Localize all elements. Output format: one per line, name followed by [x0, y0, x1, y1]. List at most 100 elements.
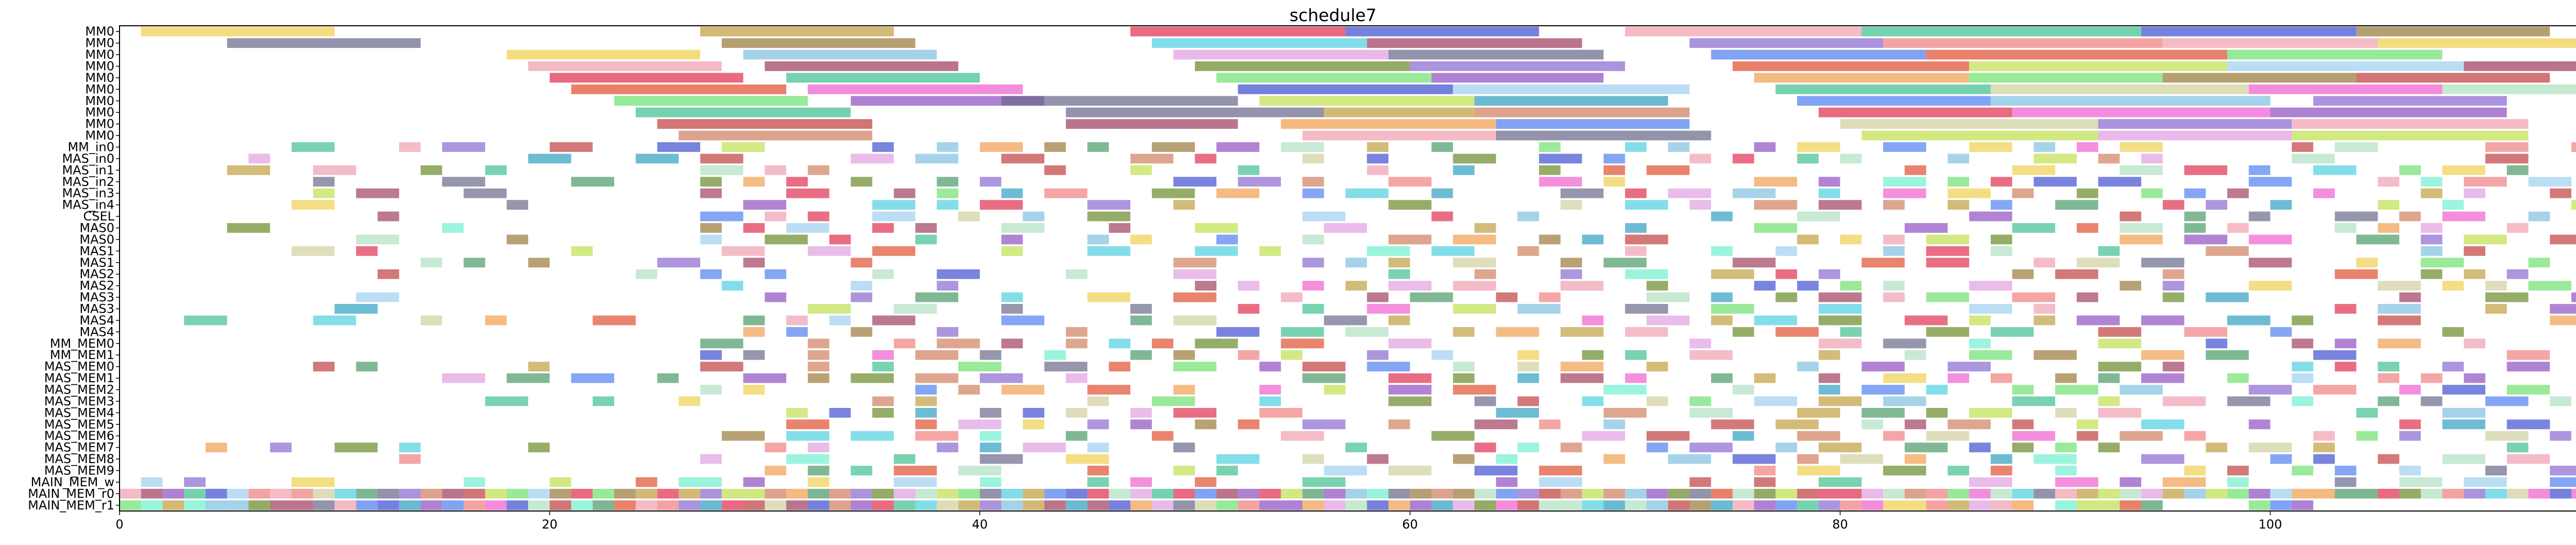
task-bar: [1969, 281, 2012, 291]
task-bar: [1216, 327, 1260, 337]
task-bar: [162, 488, 184, 499]
task-bar: [958, 362, 1002, 372]
task-bar: [1453, 327, 1475, 337]
task-bar: [2012, 165, 2056, 175]
y-tick-label: MAS_MEM4: [44, 405, 114, 420]
task-bar: [1625, 373, 1647, 383]
task-bar: [2442, 362, 2464, 372]
task-bar: [1001, 223, 1045, 233]
task-bar: [2098, 246, 2120, 256]
task-bar: [1431, 500, 1453, 510]
task-bar: [765, 292, 787, 302]
task-bar: [2098, 488, 2120, 499]
task-bar: [1087, 234, 1109, 245]
task-bar: [270, 500, 292, 510]
task-bar: [1947, 419, 1991, 430]
task-bar: [2055, 407, 2077, 418]
task-bar: [2334, 223, 2357, 233]
task-bar: [2292, 130, 2529, 141]
task-bar: [2378, 454, 2400, 464]
task-bar: [2550, 304, 2576, 314]
task-bar: [399, 442, 421, 453]
task-bar: [1238, 281, 1260, 291]
task-bar: [2055, 200, 2098, 210]
task-bar: [1732, 327, 1754, 337]
y-tick-label: MM0: [85, 82, 114, 96]
task-bar: [399, 500, 421, 510]
task-bar: [1216, 466, 1238, 475]
task-bar: [1926, 385, 1948, 395]
task-bar: [1625, 304, 1668, 314]
task-bar: [1840, 327, 1862, 337]
task-bar: [2356, 234, 2400, 245]
task-bar: [851, 154, 894, 164]
task-bar: [915, 396, 937, 406]
task-bar: [635, 269, 657, 279]
task-bar: [2184, 488, 2206, 499]
task-bar: [743, 315, 765, 326]
task-bar: [592, 500, 615, 510]
task-bar: [786, 327, 808, 337]
task-bar: [1926, 49, 2228, 60]
task-bar: [184, 488, 206, 499]
task-bar: [1711, 211, 1733, 222]
task-bar: [1883, 292, 1905, 302]
task-bar: [2120, 211, 2142, 222]
task-bar: [1195, 154, 1217, 164]
task-bar: [1732, 385, 1754, 395]
task-bar: [765, 442, 787, 453]
task-bar: [2098, 407, 2142, 418]
task-bar: [1539, 292, 1561, 302]
task-bar: [1388, 200, 1432, 210]
task-bar: [2378, 338, 2421, 349]
task-bar: [851, 327, 873, 337]
task-bar: [2550, 396, 2572, 406]
task-bar: [291, 500, 313, 510]
task-bar: [2292, 315, 2314, 326]
task-bar: [1560, 258, 1582, 268]
task-bar: [2055, 442, 2077, 453]
task-bar: [2313, 165, 2357, 175]
task-bar: [2141, 26, 2357, 37]
task-bar: [1818, 385, 1840, 395]
task-bar: [1582, 234, 1604, 245]
task-bar: [334, 488, 357, 499]
task-bar: [2184, 431, 2206, 441]
task-bar: [786, 419, 829, 430]
task-bar: [1560, 362, 1604, 372]
task-bar: [2334, 304, 2357, 314]
task-bar: [1001, 188, 1023, 198]
task-bar: [1388, 419, 1410, 430]
task-bar: [1883, 466, 1926, 475]
task-bar: [2506, 419, 2550, 430]
task-bar: [1130, 304, 1152, 314]
y-tick-label: MAS0: [79, 221, 114, 235]
task-bar: [1711, 292, 1733, 302]
task-bar: [979, 500, 1002, 510]
y-tick-label: MAS3: [79, 302, 114, 316]
task-bar: [2141, 188, 2163, 198]
task-bar: [1797, 466, 1840, 475]
task-bar: [1238, 304, 1260, 314]
task-bar: [743, 223, 765, 233]
task-bar: [1302, 304, 1324, 314]
task-bar: [2248, 442, 2292, 453]
task-bar: [1711, 269, 1754, 279]
task-bar: [829, 407, 851, 418]
task-bar: [1281, 431, 1324, 441]
task-bar: [1173, 466, 1195, 475]
task-bar: [786, 488, 808, 499]
task-bar: [872, 500, 894, 510]
task-bar: [2356, 258, 2378, 268]
task-bar: [1302, 211, 1346, 222]
task-bar: [2033, 488, 2056, 499]
task-bar: [2206, 442, 2228, 453]
task-bar: [2120, 234, 2163, 245]
task-bar: [1818, 338, 1862, 349]
task-bar: [2313, 431, 2335, 441]
task-bar: [1087, 142, 1109, 152]
task-bar: [1689, 154, 1711, 164]
task-bar: [1453, 234, 1496, 245]
task-bar: [807, 165, 829, 175]
task-bar: [1990, 488, 2012, 499]
